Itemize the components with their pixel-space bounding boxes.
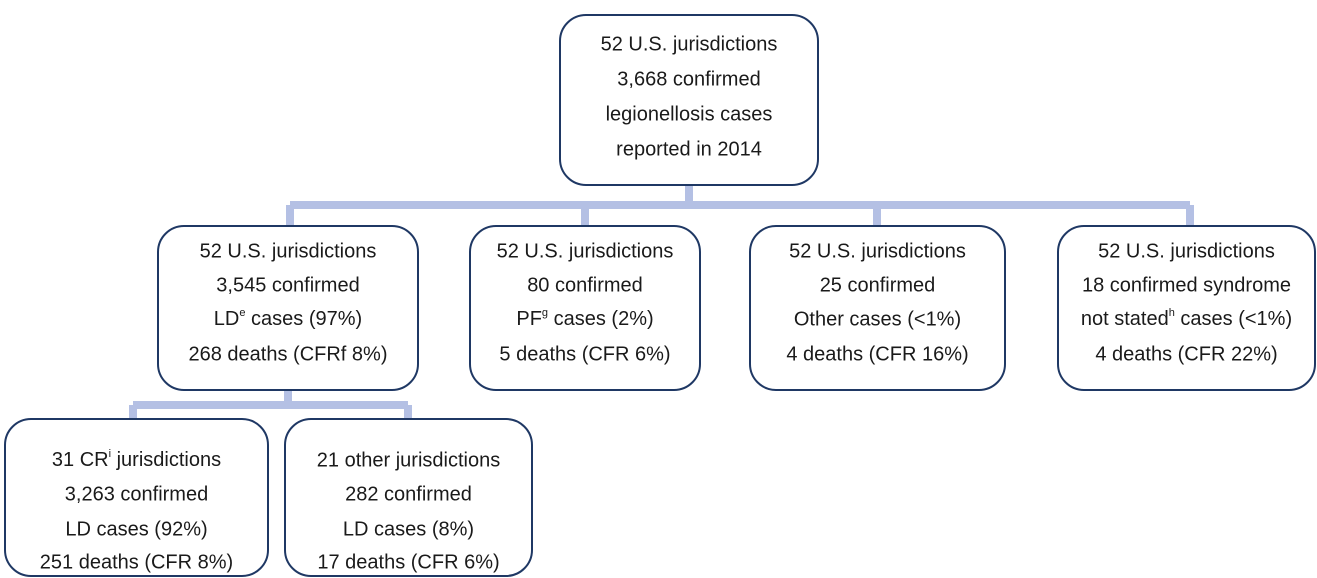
text-part: cases (<1%) [1175,308,1292,330]
node: 52 U.S. jurisdictions 80 confirmed PFg cas… [469,225,701,391]
node-text: PFg cases (2%) [516,307,653,330]
node-box [4,418,269,577]
node-box [1057,225,1316,391]
node-text: 282 confirmed [345,483,472,505]
superscript: g [542,307,548,319]
superscript: e [239,307,245,319]
node-box [157,225,419,391]
node-text: reported in 2014 [616,138,762,160]
node-text: Other cases (<1%) [794,308,961,330]
node-text: 52 U.S. jurisdictions [200,240,377,262]
node: 52 U.S. jurisdictions 3,668 confirmed legi… [559,14,819,186]
superscript: i [109,448,111,460]
node-text: 3,263 confirmed [65,483,208,505]
node-text: not statedh cases (<1%) [1081,307,1292,330]
node-text: 52 U.S. jurisdictions [1098,240,1275,262]
text-part: cases (97%) [245,308,362,330]
node-text: 52 U.S. jurisdictions [497,240,674,262]
node-text: 5 deaths (CFR 6%) [499,343,670,365]
node-text: 31 CRi jurisdictions [52,448,221,471]
text-part: 31 CR [52,449,109,471]
node-text: 52 U.S. jurisdictions [789,240,966,262]
node-text: 17 deaths (CFR 6%) [317,551,499,573]
connector [286,185,1194,226]
node-text: 3,668 confirmed [617,68,760,90]
node-text: 3,545 confirmed [216,274,359,296]
node-text: 80 confirmed [527,274,643,296]
node-text: LD cases (92%) [65,518,207,540]
text-part: LD [214,308,240,330]
node-text: 25 confirmed [820,274,936,296]
node: 52 U.S. jurisdictions 25 confirmed Other c… [749,225,1006,391]
node-text: 251 deaths (CFR 8%) [40,551,233,573]
node-text: 18 confirmed syndrome [1082,274,1291,296]
node-text: legionellosis cases [606,103,773,125]
node-box [559,14,819,186]
node-box [469,225,701,391]
node-box [749,225,1006,391]
node-text: LD cases (8%) [343,518,474,540]
node-text: 52 U.S. jurisdictions [601,33,778,55]
node: 31 CRi jurisdictions 3,263 confirmed LD ca… [4,418,269,577]
node-box [284,418,533,577]
node-text: LDe cases (97%) [214,307,362,330]
text-part: PF [516,308,542,330]
connectors [129,185,1194,419]
text-part: not stated [1081,308,1169,330]
text-part: jurisdictions [111,449,221,471]
node: 52 U.S. jurisdictions 3,545 confirmed LDe … [157,225,419,391]
node-text: 4 deaths (CFR 16%) [786,343,968,365]
text-part: cases (2%) [548,308,654,330]
node: 21 other jurisdictions 282 confirmed LD ca… [284,418,533,577]
connector [129,390,412,419]
node-text: 268 deaths (CFRf 8%) [189,343,388,365]
node-text: 4 deaths (CFR 22%) [1095,343,1277,365]
node-text: 21 other jurisdictions [317,449,500,471]
node: 52 U.S. jurisdictions 18 confirmed syndro… [1057,225,1316,391]
superscript: h [1169,307,1175,319]
